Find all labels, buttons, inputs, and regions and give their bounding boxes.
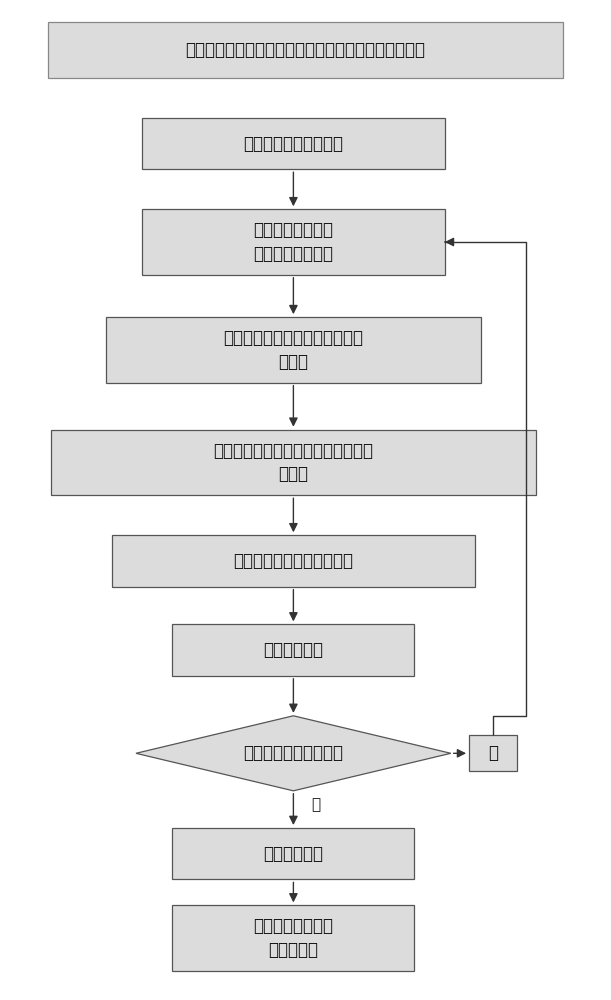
Bar	[112, 535, 475, 587]
Bar	[51, 430, 536, 495]
Text: 支架校形完成: 支架校形完成	[263, 845, 323, 863]
Bar	[172, 828, 414, 879]
Text: 航空发动机支架激光喷丸校形形状精度在线控制的方法: 航空发动机支架激光喷丸校形形状精度在线控制的方法	[186, 41, 425, 59]
Bar	[142, 118, 445, 169]
Bar	[48, 22, 563, 78]
Text: 大数据平台存储校
形工艺参数: 大数据平台存储校 形工艺参数	[254, 917, 334, 959]
Text: 否: 否	[488, 744, 498, 762]
Text: 航空支架三维数据采集: 航空支架三维数据采集	[243, 135, 343, 153]
Bar	[469, 735, 518, 771]
Bar	[142, 209, 445, 275]
Text: 大数据平台将不同变形与已有数据进
行对比: 大数据平台将不同变形与已有数据进 行对比	[213, 442, 373, 483]
Text: 不同变形区域校形方案确定: 不同变形区域校形方案确定	[233, 552, 353, 570]
Text: 是: 是	[312, 797, 321, 812]
Bar	[172, 905, 414, 971]
Text: 校形形状精度质量检测: 校形形状精度质量检测	[243, 744, 343, 762]
Polygon shape	[136, 716, 451, 791]
Text: 大数据平台对变形分类，确定变
形类型: 大数据平台对变形分类，确定变 形类型	[224, 329, 364, 371]
Bar	[106, 317, 481, 383]
Bar	[172, 624, 414, 676]
Text: 与设计模型对比，
确定精度误差节点: 与设计模型对比， 确定精度误差节点	[254, 221, 334, 263]
Text: 激光喷丸校形: 激光喷丸校形	[263, 641, 323, 659]
